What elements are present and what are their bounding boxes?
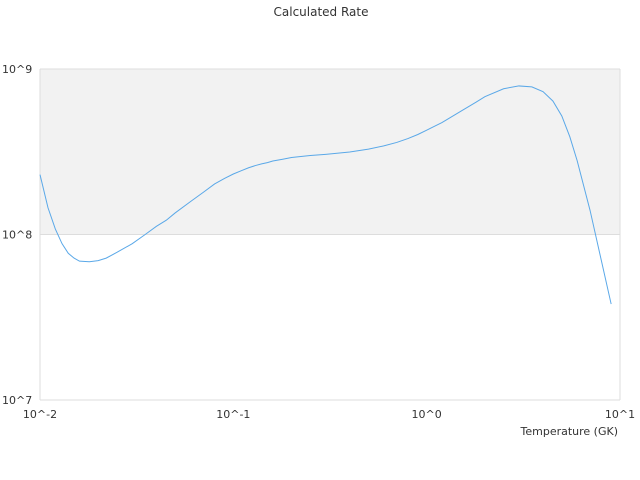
grid-layer: [39, 68, 621, 401]
x-tick-label: 10^1: [605, 408, 635, 421]
x-tick-label: 10^0: [412, 408, 442, 421]
x-tick-label: 10^-1: [216, 408, 250, 421]
x-axis-title: Temperature (GK): [520, 425, 619, 438]
y-tick-labels: 10^7 10^8 10^9: [2, 63, 32, 407]
shaded-band: [40, 69, 620, 235]
y-tick-label: 10^7: [2, 394, 32, 407]
series-line: [39, 85, 612, 305]
series-layer: [39, 85, 612, 305]
chart-title: Calculated Rate: [274, 5, 369, 19]
y-tick-label: 10^9: [2, 63, 32, 76]
x-tick-labels: 10^-2 10^-1 10^0 10^1: [23, 408, 635, 421]
x-tick-label: 10^-2: [23, 408, 57, 421]
y-tick-label: 10^8: [2, 229, 32, 242]
